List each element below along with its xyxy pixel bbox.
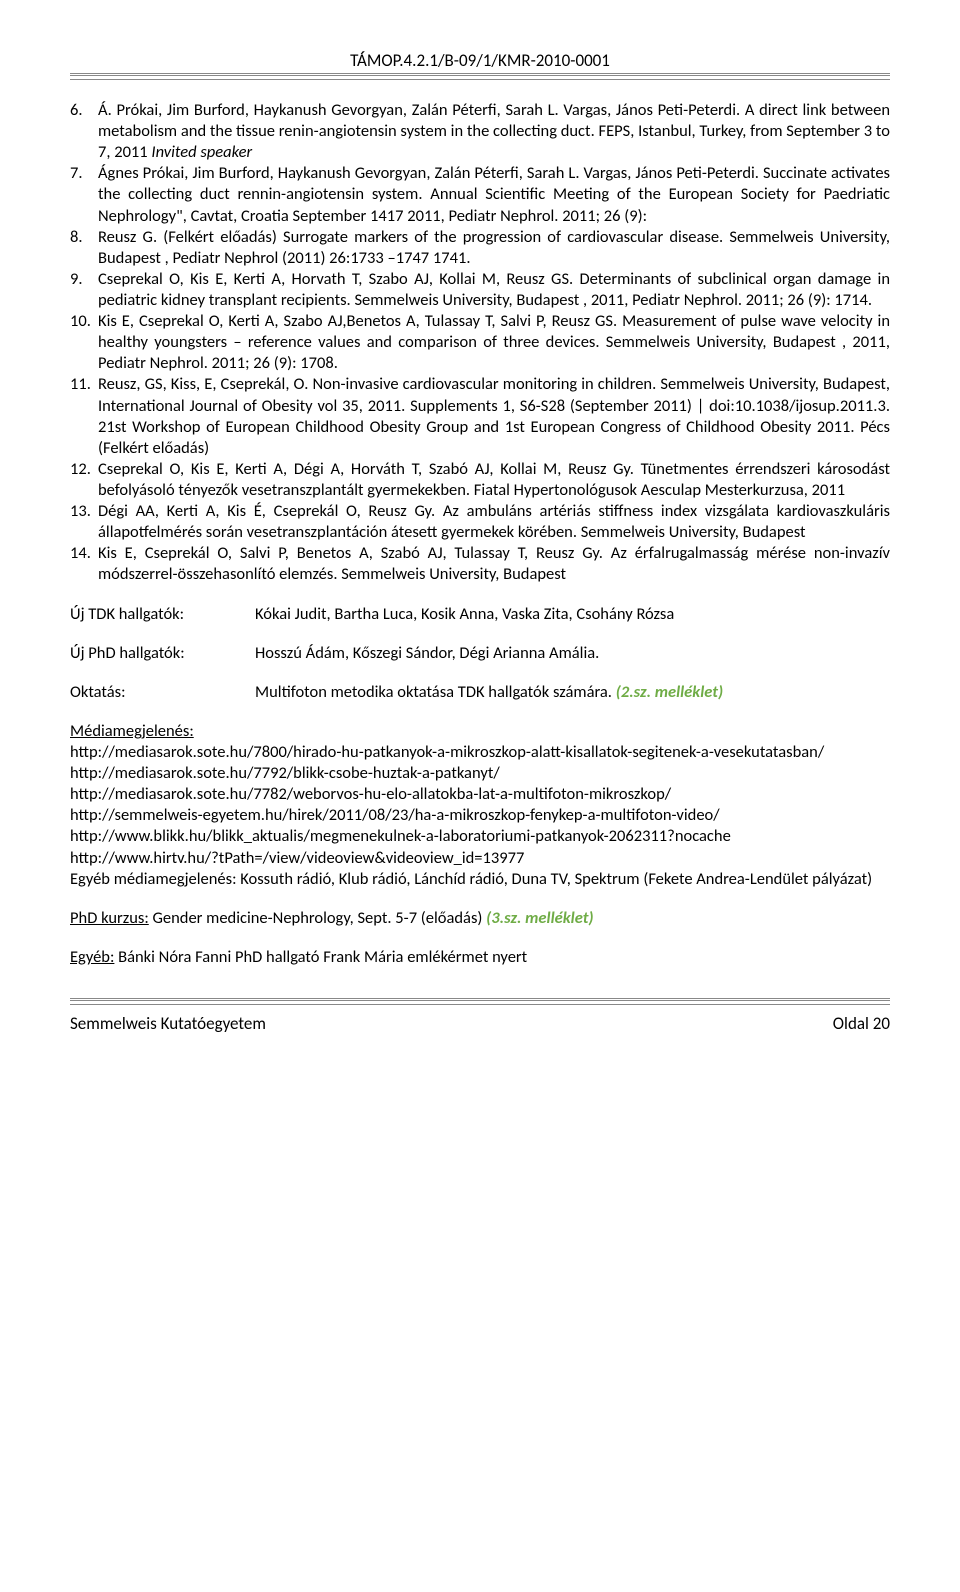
list-item: 13.Dégi AA, Kerti A, Kis É, Cseprekál O,… bbox=[70, 501, 890, 543]
phd-value: Hosszú Ádám, Kőszegi Sándor, Dégi Ariann… bbox=[255, 643, 890, 664]
list-number: 6. bbox=[70, 100, 98, 163]
footer-left: Semmelweis Kutatóegyetem bbox=[70, 1013, 266, 1034]
list-number: 10. bbox=[70, 311, 98, 374]
list-number: 9. bbox=[70, 269, 98, 311]
list-item: 14.Kis E, Cseprekál O, Salvi P, Benetos … bbox=[70, 543, 890, 585]
media-link-4: http://semmelweis-egyetem.hu/hirek/2011/… bbox=[70, 805, 890, 826]
list-number: 11. bbox=[70, 374, 98, 458]
media-link-3: http://mediasarok.sote.hu/7782/weborvos-… bbox=[70, 784, 890, 805]
oktatas-label: Oktatás: bbox=[70, 682, 255, 703]
phd-course-attachment: (3.sz. melléklet) bbox=[486, 908, 593, 928]
tdk-value: Kókai Judit, Bartha Luca, Kosik Anna, Va… bbox=[255, 604, 890, 625]
list-body: Kis E, Cseprekál O, Salvi P, Benetos A, … bbox=[98, 543, 890, 585]
list-number: 13. bbox=[70, 501, 98, 543]
main-content: 6.Á. Prókai, Jim Burford, Haykanush Gevo… bbox=[70, 100, 890, 968]
list-body: Dégi AA, Kerti A, Kis É, Cseprekál O, Re… bbox=[98, 501, 890, 543]
media-section: Médiamegjelenés: http://mediasarok.sote.… bbox=[70, 721, 890, 890]
oktatas-attachment: (2.sz. melléklet) bbox=[616, 682, 723, 702]
italic-text: Invited speaker bbox=[151, 142, 252, 162]
phd-course-label: PhD kurzus: bbox=[70, 908, 149, 928]
media-link-5: http://www.blikk.hu/blikk_aktualis/megme… bbox=[70, 826, 890, 847]
list-item: 10.Kis E, Cseprekal O, Kerti A, Szabo AJ… bbox=[70, 311, 890, 374]
page-footer: Semmelweis Kutatóegyetem Oldal 20 bbox=[70, 1013, 890, 1034]
list-item: 11.Reusz, GS, Kiss, E, Cseprekál, O. Non… bbox=[70, 374, 890, 458]
tdk-row: Új TDK hallgatók: Kókai Judit, Bartha Lu… bbox=[70, 604, 890, 625]
list-body: Reusz G. (Felkért előadás) Surrogate mar… bbox=[98, 227, 890, 269]
footer-right: Oldal 20 bbox=[833, 1013, 890, 1034]
list-item: 6.Á. Prókai, Jim Burford, Haykanush Gevo… bbox=[70, 100, 890, 163]
list-body: Ágnes Prókai, Jim Burford, Haykanush Gev… bbox=[98, 163, 890, 226]
media-other: Egyéb médiamegjelenés: Kossuth rádió, Kl… bbox=[70, 869, 890, 890]
list-item: 8.Reusz G. (Felkért előadás) Surrogate m… bbox=[70, 227, 890, 269]
list-body: Kis E, Cseprekal O, Kerti A, Szabo AJ,Be… bbox=[98, 311, 890, 374]
phd-label: Új PhD hallgatók: bbox=[70, 643, 255, 664]
list-body: Reusz, GS, Kiss, E, Cseprekál, O. Non-in… bbox=[98, 374, 890, 458]
header-divider bbox=[70, 73, 890, 80]
list-item: 12.Cseprekal O, Kis E, Kerti A, Dégi A, … bbox=[70, 459, 890, 501]
list-body: Cseprekal O, Kis E, Kerti A, Horvath T, … bbox=[98, 269, 890, 311]
egyeb-label: Egyéb: bbox=[70, 947, 114, 967]
media-link-6: http://www.hirtv.hu/?tPath=/view/videovi… bbox=[70, 848, 890, 869]
list-number: 14. bbox=[70, 543, 98, 585]
tdk-label: Új TDK hallgatók: bbox=[70, 604, 255, 625]
media-link-1: http://mediasarok.sote.hu/7800/hirado-hu… bbox=[70, 742, 890, 763]
phd-row: Új PhD hallgatók: Hosszú Ádám, Kőszegi S… bbox=[70, 643, 890, 664]
list-body: Á. Prókai, Jim Burford, Haykanush Gevorg… bbox=[98, 100, 890, 163]
oktatas-value: Multifoton metodika oktatása TDK hallgat… bbox=[255, 682, 890, 703]
list-number: 12. bbox=[70, 459, 98, 501]
list-number: 8. bbox=[70, 227, 98, 269]
media-link-2: http://mediasarok.sote.hu/7792/blikk-cso… bbox=[70, 763, 890, 784]
media-title: Médiamegjelenés: bbox=[70, 721, 194, 741]
list-item: 9.Cseprekal O, Kis E, Kerti A, Horvath T… bbox=[70, 269, 890, 311]
list-body: Cseprekal O, Kis E, Kerti A, Dégi A, Hor… bbox=[98, 459, 890, 501]
egyeb-section: Egyéb: Bánki Nóra Fanni PhD hallgató Fra… bbox=[70, 947, 890, 968]
footer-divider bbox=[70, 998, 890, 1005]
egyeb-text: Bánki Nóra Fanni PhD hallgató Frank Mári… bbox=[114, 947, 527, 967]
phd-course-text: Gender medicine-Nephrology, Sept. 5-7 (e… bbox=[149, 908, 486, 928]
list-number: 7. bbox=[70, 163, 98, 226]
oktatas-row: Oktatás: Multifoton metodika oktatása TD… bbox=[70, 682, 890, 703]
phd-course-section: PhD kurzus: Gender medicine-Nephrology, … bbox=[70, 908, 890, 929]
oktatas-text: Multifoton metodika oktatása TDK hallgat… bbox=[255, 682, 616, 702]
page-header: TÁMOP.4.2.1/B-09/1/KMR-2010-0001 bbox=[70, 50, 890, 71]
list-item: 7.Ágnes Prókai, Jim Burford, Haykanush G… bbox=[70, 163, 890, 226]
